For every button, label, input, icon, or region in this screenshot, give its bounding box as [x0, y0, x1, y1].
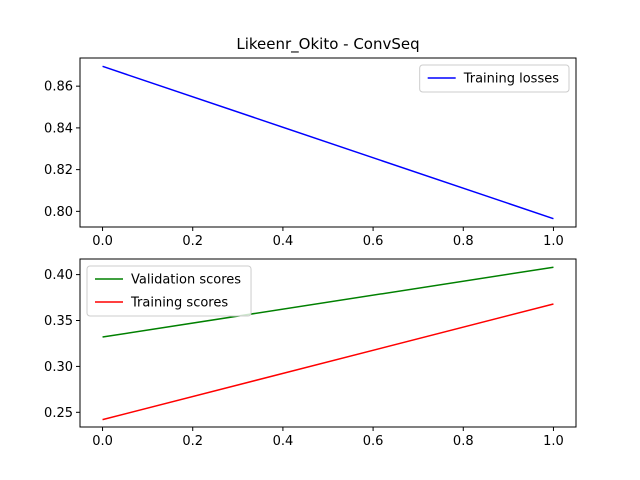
series-line-1-0	[102, 266, 554, 338]
legend-box	[86, 265, 252, 317]
x-tick-label: 0.4	[273, 434, 294, 449]
chart-title: Likeenr_Okito - ConvSeq	[236, 35, 419, 54]
series-line-0-0	[102, 65, 554, 220]
axes-frame	[79, 258, 577, 428]
x-tick-label: 1.0	[543, 234, 564, 249]
legend-label: Validation scores	[131, 273, 241, 288]
y-tick-label: 0.82	[44, 163, 73, 178]
legend-label: Training losses	[463, 72, 560, 87]
x-tick-label: 0.2	[182, 434, 203, 449]
series-line-1-1	[102, 303, 554, 421]
x-tick-label: 0.8	[453, 434, 474, 449]
x-tick-label: 0.0	[92, 234, 113, 249]
y-tick-label: 0.80	[44, 205, 73, 220]
y-tick-label: 0.86	[44, 80, 73, 95]
x-tick-label: 1.0	[543, 434, 564, 449]
x-tick-label: 0.8	[453, 234, 474, 249]
x-tick-label: 0.6	[363, 434, 384, 449]
x-tick-label: 0.4	[273, 234, 294, 249]
legend: Training losses	[419, 64, 570, 93]
x-tick-label: 0.2	[182, 234, 203, 249]
legend-box	[419, 64, 570, 93]
legend-label: Training scores	[130, 296, 228, 311]
y-tick-label: 0.25	[44, 406, 73, 421]
y-tick-label: 0.35	[44, 314, 73, 329]
y-tick-label: 0.30	[44, 360, 73, 375]
x-tick-label: 0.6	[363, 234, 384, 249]
y-tick-label: 0.84	[44, 121, 73, 136]
x-tick-label: 0.0	[92, 434, 113, 449]
axes-frame	[79, 57, 577, 228]
bottom-axes: 0.0 0.2 0.4 0.6 0.8 1.0 0.25 0.30 0.35 0.40 Valida…	[44, 258, 577, 449]
y-tick-label: 0.40	[44, 268, 73, 283]
top-axes: 0.0 0.2 0.4 0.6 0.8 1.0 0.80 0.82 0.84 0.86 Traini…	[44, 57, 577, 249]
legend: Validation scores Training scores	[86, 265, 252, 317]
